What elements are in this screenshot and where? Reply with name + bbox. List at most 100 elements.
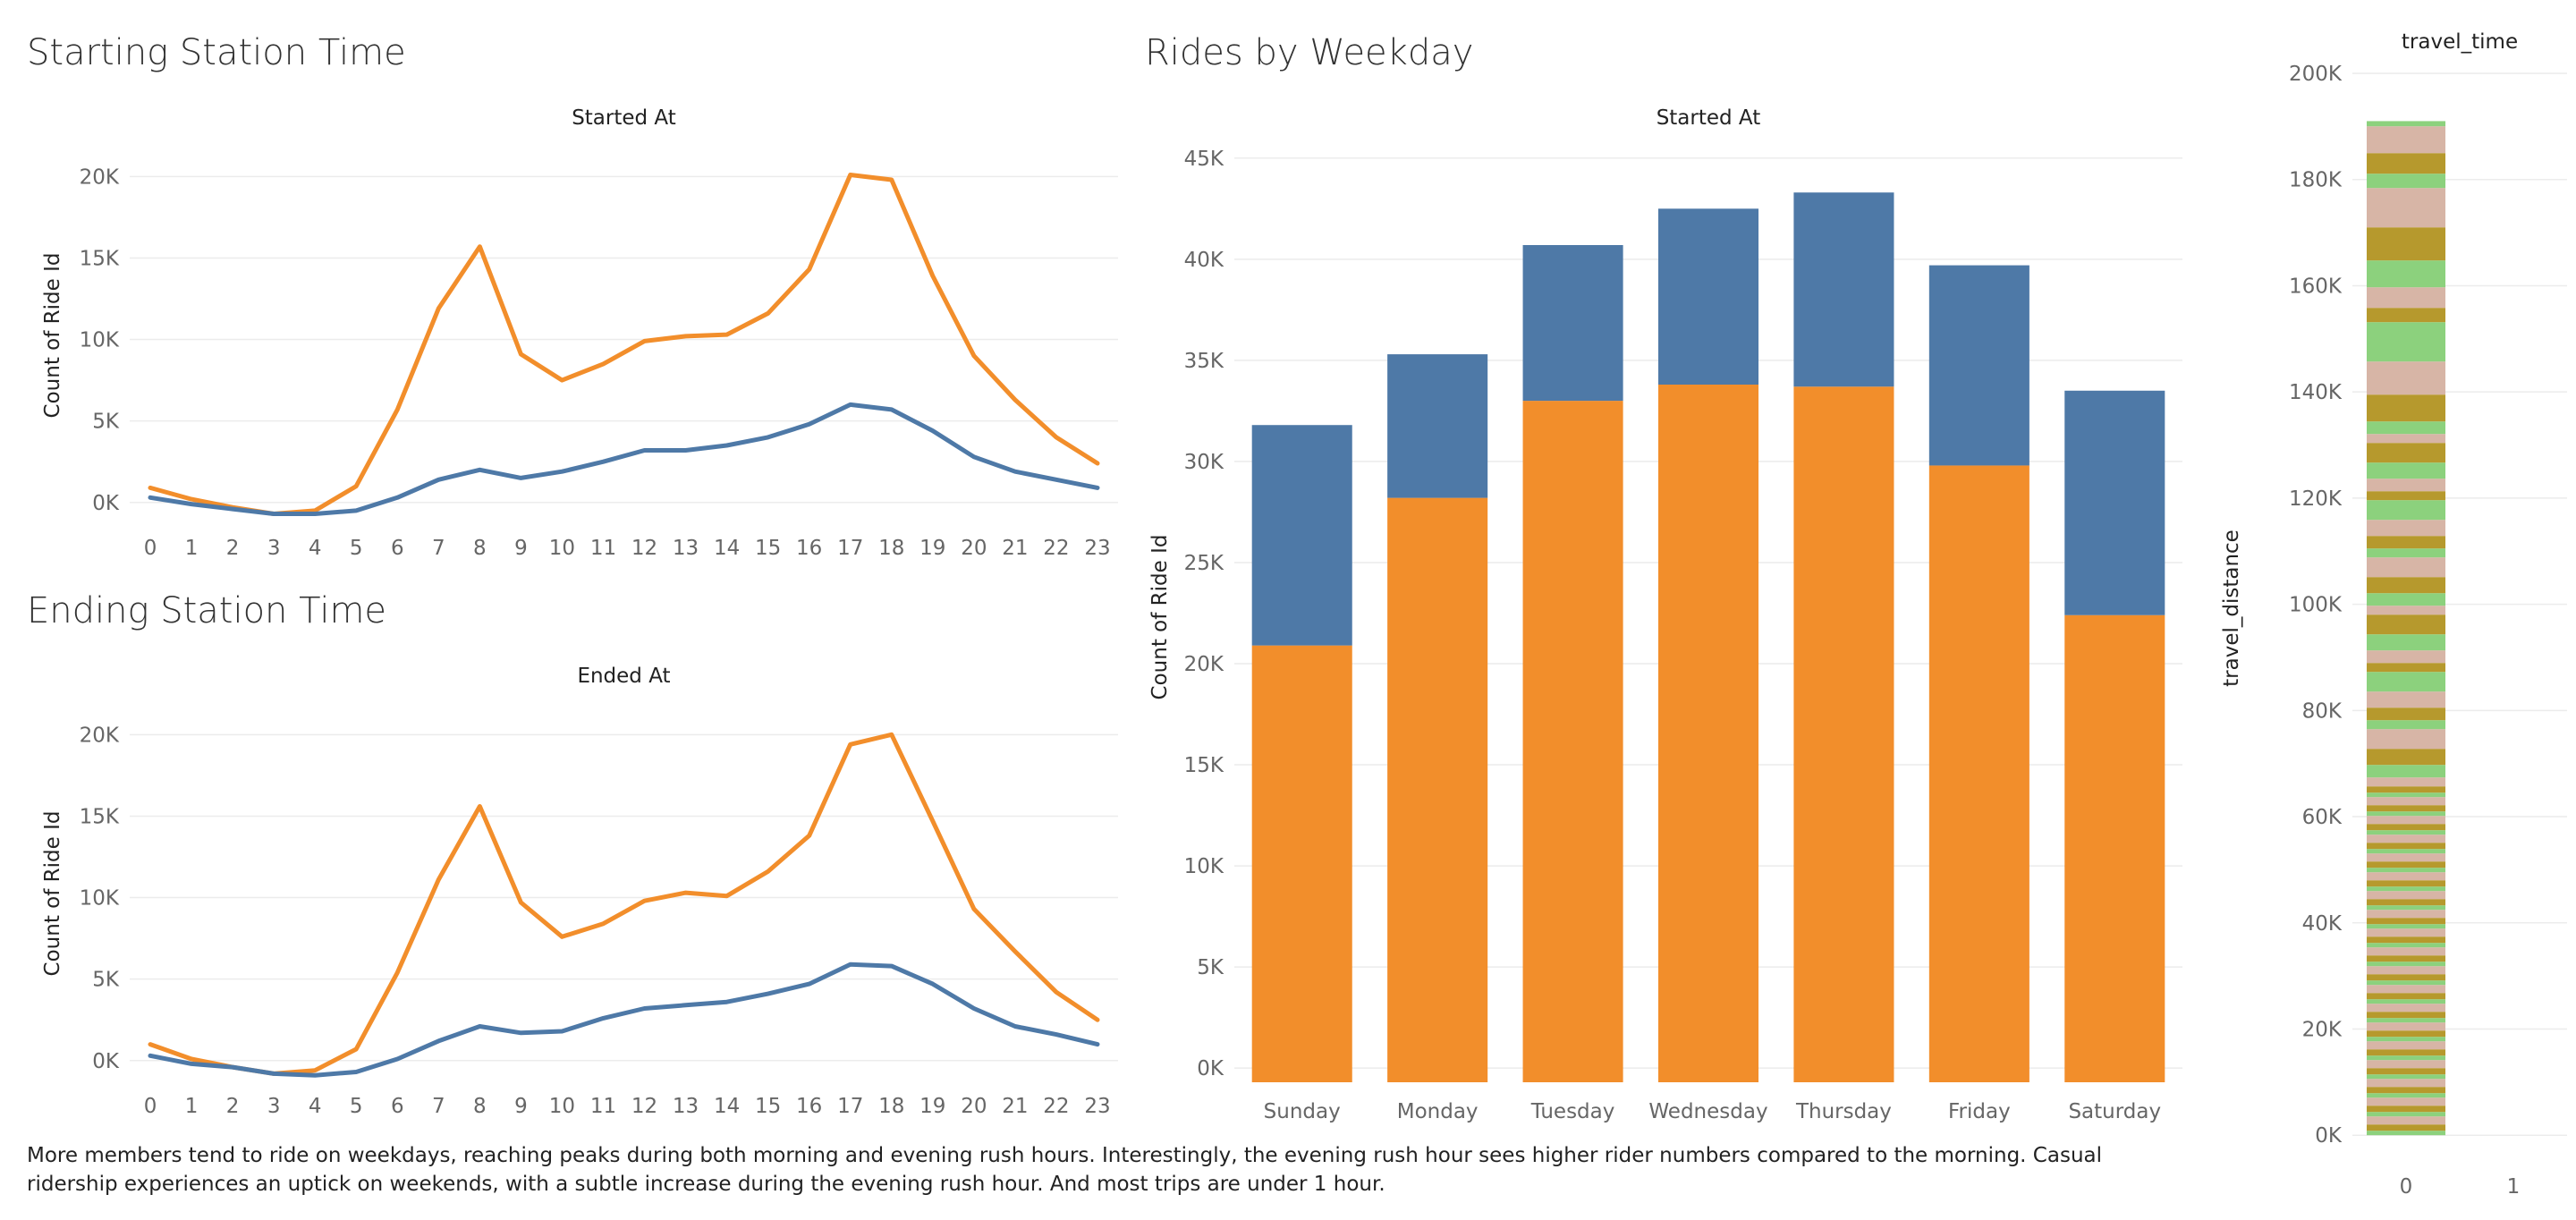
y-tick-label: 200K bbox=[2289, 63, 2343, 86]
x-tick-label: 12 bbox=[631, 1095, 657, 1118]
x-tick-label: 1 bbox=[2507, 1175, 2521, 1199]
x-tick-label: 13 bbox=[673, 1095, 699, 1118]
bar-segment bbox=[2367, 577, 2445, 594]
bar-segment bbox=[2367, 891, 2445, 900]
x-tick-label: Saturday bbox=[2068, 1100, 2161, 1123]
x-tick-label: 13 bbox=[673, 537, 699, 560]
bar-segment bbox=[2367, 1018, 2445, 1023]
x-tick-label: 7 bbox=[432, 537, 445, 560]
x-tick-label: 4 bbox=[309, 537, 322, 560]
bar-segment bbox=[2367, 650, 2445, 664]
bar-segment bbox=[2367, 943, 2445, 948]
y-tick-label: 5K bbox=[92, 969, 120, 992]
x-tick-label: Monday bbox=[1397, 1100, 1479, 1123]
x-tick-label: 8 bbox=[473, 1095, 487, 1118]
bar-segment bbox=[2367, 557, 2445, 578]
series-line-1 bbox=[148, 402, 1100, 516]
x-tick-label: 22 bbox=[1043, 537, 1069, 560]
bar-segment-0 bbox=[1251, 645, 1352, 1082]
bar-segment bbox=[2367, 849, 2445, 854]
series-line-0 bbox=[148, 732, 1100, 1076]
bar-segment bbox=[2367, 707, 2445, 721]
bar-segment bbox=[2367, 153, 2445, 174]
bar-segment-1 bbox=[2064, 390, 2165, 615]
x-tick-label: 6 bbox=[391, 537, 404, 560]
y-tick-label: 0K bbox=[2315, 1124, 2343, 1148]
bar-segment bbox=[2367, 797, 2445, 806]
bar-segment bbox=[2367, 729, 2445, 750]
y-tick-label: 5K bbox=[1197, 956, 1224, 979]
bar-segment bbox=[2367, 999, 2445, 1004]
x-tick-label: 18 bbox=[878, 1095, 904, 1118]
x-tick-label: 0 bbox=[2400, 1175, 2413, 1199]
x-tick-label: 3 bbox=[267, 1095, 281, 1118]
bar-segment bbox=[2367, 955, 2445, 962]
y-tick-label: 0K bbox=[92, 1050, 120, 1073]
y-tick-label: 35K bbox=[1184, 350, 1224, 373]
bar-segment bbox=[2367, 1012, 2445, 1019]
bar-segment bbox=[2367, 910, 2445, 919]
bar-segment bbox=[2367, 1074, 2445, 1080]
bar-segment bbox=[2367, 993, 2445, 1000]
bar-segment bbox=[2367, 805, 2445, 812]
bar-segment bbox=[2367, 853, 2445, 862]
x-tick-label: 5 bbox=[350, 1095, 363, 1118]
bar-segment bbox=[2367, 1060, 2445, 1069]
bar-segment bbox=[2367, 126, 2445, 154]
bar-segment bbox=[2367, 947, 2445, 956]
y-tick-label: 140K bbox=[2289, 381, 2343, 404]
bar-segment bbox=[2367, 777, 2445, 787]
bar-segment bbox=[2367, 308, 2445, 323]
x-tick-label: 0 bbox=[144, 537, 157, 560]
y-tick-label: 10K bbox=[80, 329, 120, 352]
bar-segment bbox=[2367, 491, 2445, 501]
x-tick-label: 11 bbox=[590, 1095, 616, 1118]
bar-segment bbox=[2367, 500, 2445, 521]
y-tick-label: 100K bbox=[2289, 594, 2343, 617]
bar-segment bbox=[2367, 816, 2445, 825]
bar-segment bbox=[2367, 691, 2445, 708]
bar-segment-0 bbox=[1657, 385, 1759, 1082]
starting-station-title: Starting Station Time bbox=[27, 32, 406, 73]
bar-segment bbox=[2367, 880, 2445, 887]
x-tick-label: 23 bbox=[1084, 537, 1110, 560]
x-tick-label: 18 bbox=[878, 537, 904, 560]
y-tick-label: 45K bbox=[1184, 148, 1224, 171]
x-tick-label: 8 bbox=[473, 537, 487, 560]
bar-segment bbox=[2367, 811, 2445, 817]
y-tick-label: 120K bbox=[2289, 487, 2343, 511]
y-axis-title: Count of Ride Id bbox=[41, 811, 64, 977]
x-tick-label: Thursday bbox=[1795, 1100, 1892, 1123]
bar-segment bbox=[2367, 443, 2445, 463]
bar-segment bbox=[2367, 1022, 2445, 1031]
x-tick-label: 16 bbox=[796, 537, 822, 560]
x-tick-label: 1 bbox=[185, 537, 199, 560]
y-tick-label: 160K bbox=[2289, 275, 2343, 298]
y-axis-title: Count of Ride Id bbox=[41, 253, 64, 419]
bar-segment bbox=[2367, 672, 2445, 692]
bar-segment bbox=[2367, 1030, 2445, 1038]
bar-segment bbox=[2367, 861, 2445, 868]
bar-segment bbox=[2367, 462, 2445, 479]
x-tick-label: 19 bbox=[919, 537, 945, 560]
bar-segment bbox=[2367, 606, 2445, 615]
y-tick-label: 20K bbox=[2302, 1018, 2343, 1041]
bar-segment bbox=[2367, 421, 2445, 435]
bar-segment bbox=[2367, 980, 2445, 986]
y-tick-label: 15K bbox=[80, 247, 120, 270]
bar-segment bbox=[2367, 593, 2445, 606]
y-tick-label: 5K bbox=[92, 411, 120, 434]
bar-segment bbox=[2367, 287, 2445, 309]
bar-segment bbox=[2367, 394, 2445, 422]
x-tick-label: 5 bbox=[350, 537, 363, 560]
bar-segment bbox=[2367, 520, 2445, 537]
x-tick-label: 21 bbox=[1002, 537, 1028, 560]
bar-segment-1 bbox=[1251, 425, 1352, 646]
y-tick-label: 180K bbox=[2289, 169, 2343, 192]
bar-segment bbox=[2367, 1112, 2445, 1117]
bar-segment bbox=[2367, 720, 2445, 730]
x-tick-label: 11 bbox=[590, 537, 616, 560]
x-tick-label: 15 bbox=[755, 1095, 781, 1118]
x-tick-label: Friday bbox=[1948, 1100, 2011, 1123]
